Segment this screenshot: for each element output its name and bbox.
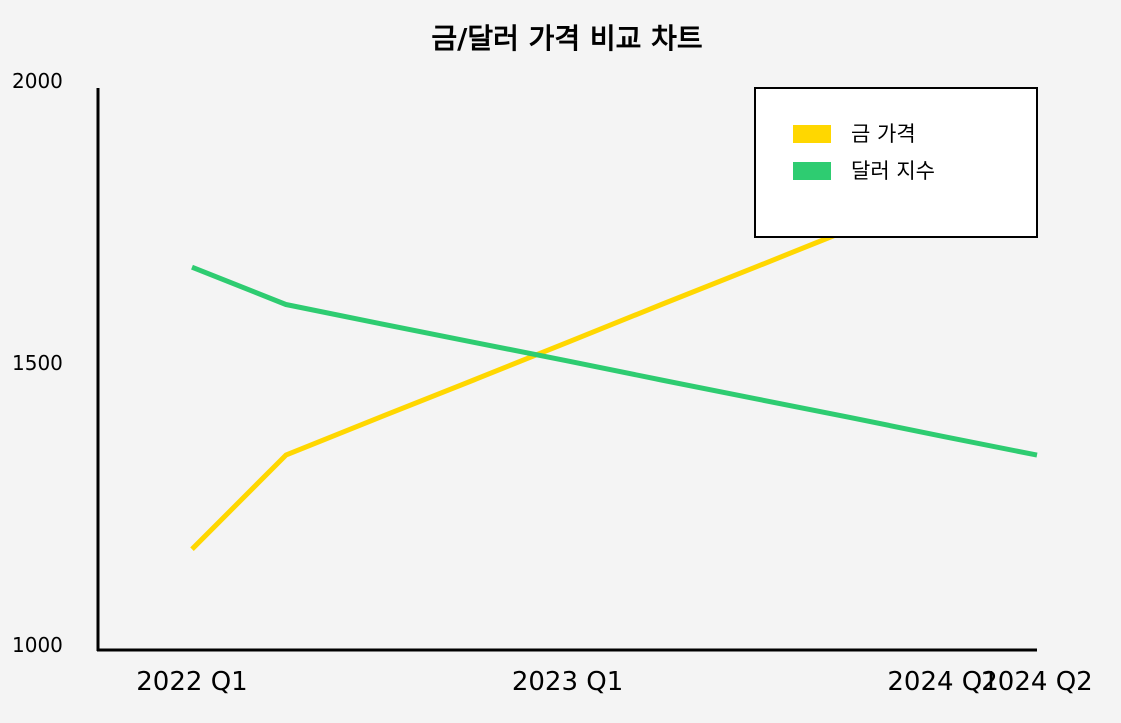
chart-title: 금/달러 가격 비교 차트	[431, 22, 702, 55]
series-lines	[190, 189, 1038, 551]
legend-label-gold: 금 가격	[851, 122, 916, 146]
legend-swatch-dollar	[793, 162, 831, 180]
x-tick-label: 2024 Q1	[887, 667, 998, 697]
y-tick-label: 2000	[12, 69, 63, 93]
x-tick-label: 2022 Q1	[136, 667, 247, 697]
y-tick-label: 1500	[12, 351, 63, 375]
y-axis-ticks: 2000 1500 1000	[12, 69, 63, 657]
series-line-1	[191, 264, 1038, 458]
y-tick-label: 1000	[12, 633, 63, 657]
legend-swatch-gold	[793, 125, 831, 143]
x-tick-label: 2024 Q2	[981, 667, 1092, 697]
legend: 금 가격 달러 지수	[754, 87, 1038, 238]
legend-label-dollar: 달러 지수	[851, 159, 935, 183]
x-tick-label: 2023 Q1	[512, 667, 623, 697]
